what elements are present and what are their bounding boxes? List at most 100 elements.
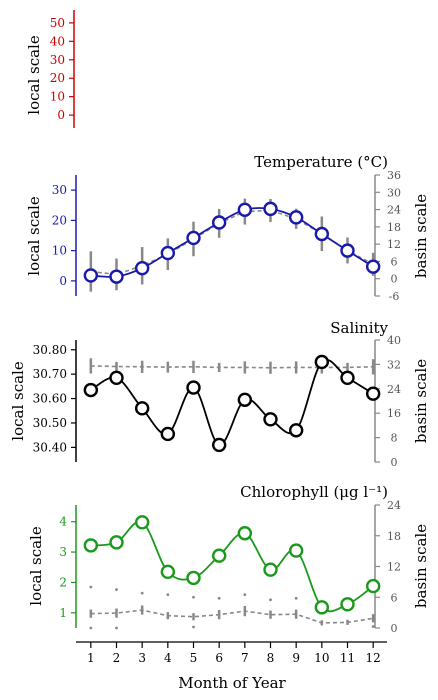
left-axis-tick-label: 50 — [50, 16, 65, 30]
right-axis-tick-label: 12 — [387, 561, 401, 574]
salinity-panel-title: Salinity — [330, 319, 388, 337]
data-point — [340, 370, 355, 386]
x-axis-tick-label: 9 — [292, 651, 300, 665]
right-axis-tick-label: 36 — [387, 169, 401, 182]
left-axis-tick-label: 2 — [59, 575, 67, 589]
chlorophyll-panel: Chlorophyll (μg l⁻¹) local scale basin s… — [27, 483, 430, 635]
right-axis-tick-label: 18 — [387, 530, 401, 543]
basin-outlier-point — [294, 596, 298, 600]
data-point — [365, 386, 381, 401]
x-axis-tick-label: 10 — [314, 651, 329, 665]
top-panel-left-axis-label: local scale — [25, 35, 43, 115]
data-point — [237, 392, 253, 407]
basin-outlier-point — [89, 626, 93, 630]
left-axis-tick-label: 0 — [59, 274, 67, 288]
right-axis-tick-label: 24 — [387, 383, 401, 396]
data-point — [211, 215, 227, 230]
basin-outlier-point — [192, 595, 195, 599]
left-axis-tick-label: 30.50 — [33, 416, 67, 430]
data-point — [314, 226, 330, 242]
data-point — [109, 269, 124, 284]
data-point — [288, 423, 304, 438]
right-axis-tick-label: 18 — [387, 221, 401, 234]
data-point — [83, 538, 99, 553]
data-point — [160, 564, 176, 580]
basin-reference-line — [90, 609, 374, 624]
data-point — [160, 245, 176, 261]
right-axis-tick-label: 32 — [387, 358, 401, 371]
data-point — [134, 401, 150, 416]
data-point — [211, 548, 227, 563]
right-axis-tick-label: 12 — [387, 238, 401, 251]
basin-reference-line — [90, 209, 374, 276]
series-line — [90, 359, 374, 446]
salinity-panel-left-axis-label: local scale — [9, 361, 27, 441]
left-axis-tick-label: 10 — [50, 90, 65, 104]
left-axis-tick-label: 30.40 — [33, 440, 67, 454]
temperature-panel-right-axis-label: basin scale — [412, 194, 430, 278]
series-line — [90, 520, 374, 613]
basin-outlier-point — [166, 593, 170, 597]
left-axis-tick-label: 30.70 — [33, 367, 67, 381]
data-point — [83, 382, 99, 398]
left-axis-tick-label: 20 — [52, 213, 67, 227]
chlorophyll-panel-left-axis-label: local scale — [27, 526, 45, 606]
x-axis-tick-label: 1 — [87, 651, 95, 665]
basin-outlier-point — [115, 626, 118, 630]
data-point — [186, 570, 201, 586]
data-point — [237, 202, 253, 217]
top-panel: local scale 50 40 30 20 10 0 — [25, 10, 75, 128]
data-point — [134, 260, 150, 276]
basin-outlier-point — [269, 598, 272, 602]
left-axis-tick-label: 20 — [50, 71, 65, 85]
x-axis-tick-label: 5 — [190, 651, 198, 665]
temperature-panel-title: Temperature (°C) — [254, 153, 388, 171]
right-axis-tick-label: -6 — [389, 290, 400, 303]
data-point — [314, 354, 330, 370]
x-axis: Month of Year 1 2 3 4 5 6 7 8 9 10 11 12 — [76, 641, 387, 692]
x-axis-tick-label: 8 — [267, 651, 275, 665]
basin-outlier-point — [89, 585, 93, 589]
left-axis-tick-label: 10 — [52, 244, 67, 258]
data-point — [134, 515, 150, 530]
basin-reference-line — [90, 365, 374, 369]
left-axis-tick-label: 4 — [59, 515, 67, 529]
salinity-panel: Salinity local scale basin scale 30.80 30… — [9, 319, 430, 469]
right-axis-tick-label: 30 — [387, 186, 401, 199]
temperature-panel-left-axis-label: local scale — [25, 196, 43, 276]
chlorophyll-panel-right-axis-label: basin scale — [412, 524, 430, 608]
data-point — [365, 259, 381, 274]
basin-outlier-point — [371, 625, 375, 628]
data-point — [365, 578, 381, 594]
right-axis-tick-label: 40 — [387, 334, 401, 347]
left-axis-tick-label: 1 — [59, 606, 67, 620]
x-axis-tick-label: 4 — [164, 651, 172, 665]
data-point — [109, 535, 124, 550]
right-axis-tick-label: 24 — [387, 499, 401, 512]
basin-outlier-point — [115, 588, 118, 591]
data-point — [263, 562, 278, 577]
data-point — [314, 600, 330, 615]
basin-outlier-point — [243, 593, 247, 597]
temperature-panel: Temperature (°C) local scale basin scale… — [25, 153, 430, 303]
data-point — [263, 201, 278, 217]
data-point — [186, 230, 201, 246]
left-axis-tick-label: 30 — [50, 53, 65, 67]
x-axis-tick-label: 6 — [215, 651, 223, 665]
data-point — [288, 210, 304, 225]
right-axis-tick-label: 6 — [391, 591, 398, 604]
basin-outlier-point — [192, 625, 195, 629]
chlorophyll-panel-title: Chlorophyll (μg l⁻¹) — [240, 483, 388, 501]
right-axis-tick-label: 0 — [391, 273, 398, 286]
x-axis-tick-label: 3 — [138, 651, 146, 665]
left-axis-tick-label: 30.60 — [33, 392, 67, 406]
left-axis-tick-label: 30 — [52, 183, 67, 197]
salinity-panel-right-axis-label: basin scale — [412, 359, 430, 443]
data-point — [160, 426, 176, 442]
left-axis-tick-label: 30.80 — [33, 343, 67, 357]
basin-outlier-point — [140, 591, 144, 595]
data-point — [340, 597, 355, 612]
right-axis-tick-label: 16 — [387, 407, 401, 420]
right-axis-tick-label: 0 — [391, 456, 398, 469]
right-axis-tick-label: 24 — [387, 204, 401, 217]
